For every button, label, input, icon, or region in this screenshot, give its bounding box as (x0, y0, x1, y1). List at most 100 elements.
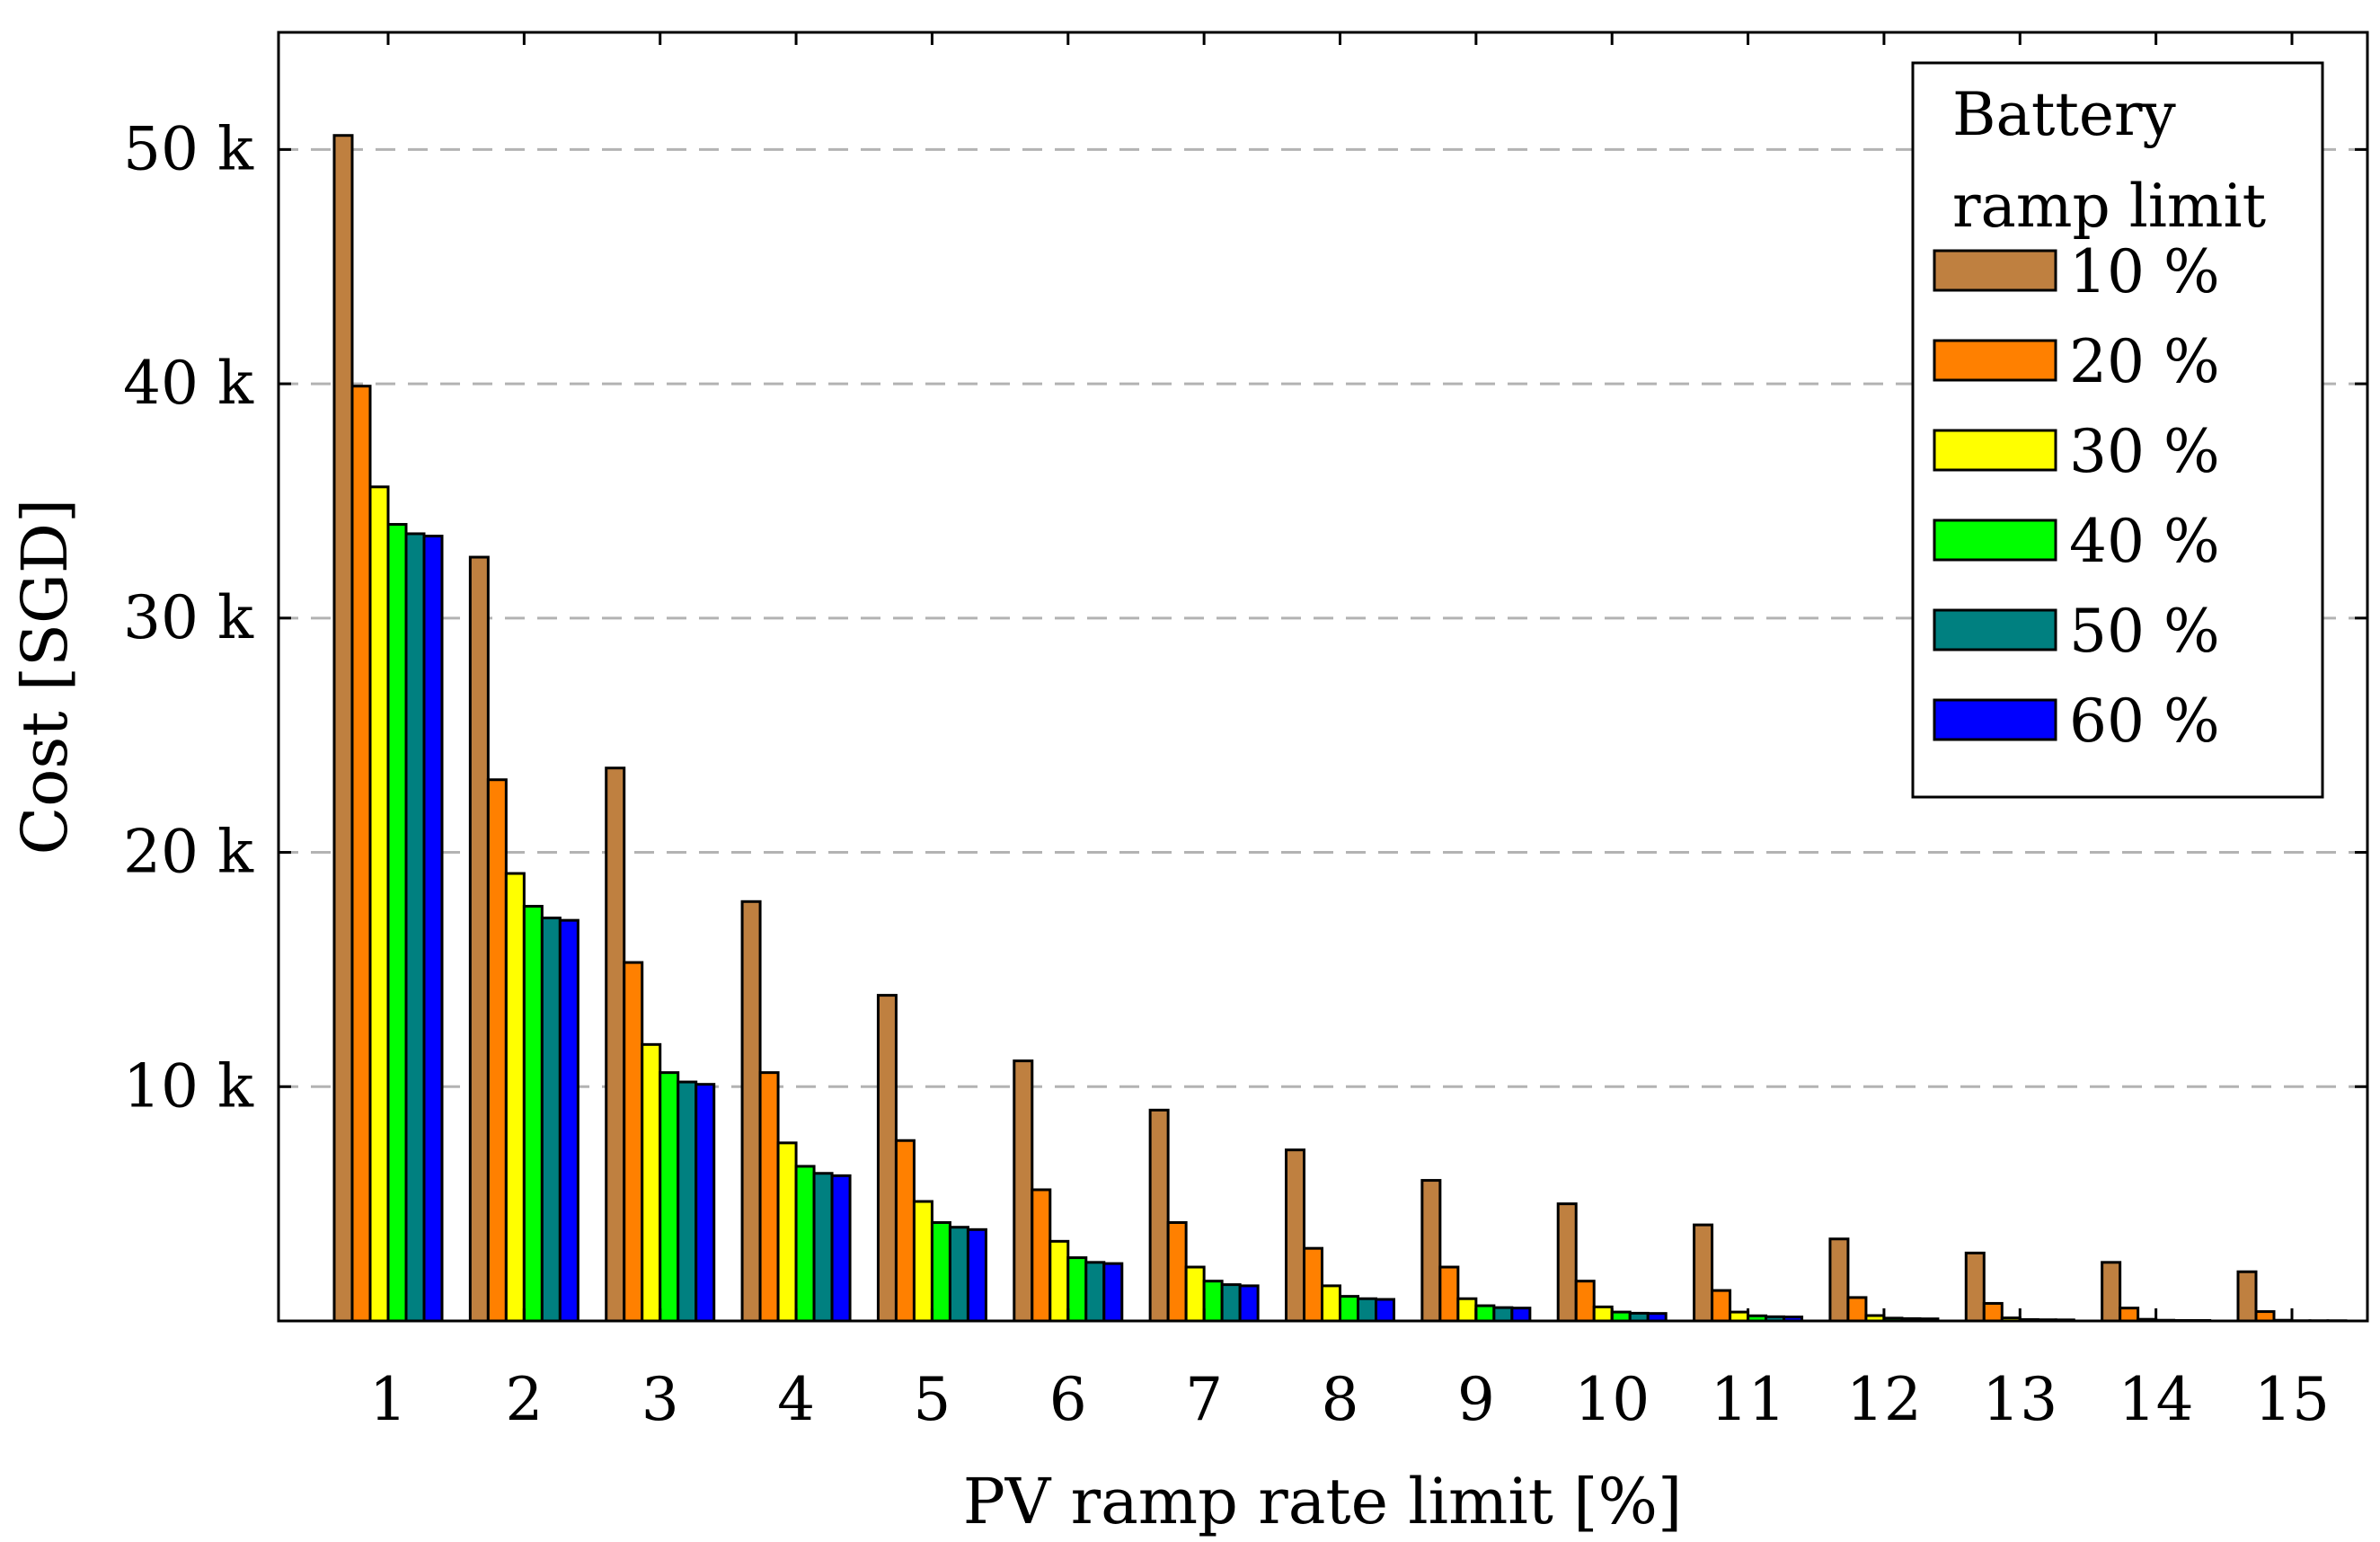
grid-lines (279, 147, 2367, 1088)
bar-9-30pct (1456, 1297, 1478, 1323)
bar-2-10pct (468, 555, 490, 1323)
bar-9-20pct (1438, 1265, 1460, 1323)
bar-5-30pct (912, 1200, 933, 1323)
y-tick-label: 10 k (123, 1051, 254, 1121)
bar-5-40pct (930, 1220, 951, 1323)
bar-13-20pct (1982, 1301, 2004, 1323)
bar-8-20pct (1303, 1246, 1323, 1323)
bar-15-10pct (2236, 1270, 2258, 1323)
bar-9-50pct (1492, 1306, 1514, 1323)
x-tick-label: 10 (1574, 1365, 1650, 1434)
legend-title-line-1: Battery (1952, 80, 2177, 149)
bar-3-60pct (695, 1083, 716, 1323)
bar-6-60pct (1102, 1262, 1124, 1323)
legend-label: 20 % (2069, 327, 2220, 396)
bar-4-30pct (776, 1141, 798, 1323)
bar-9-60pct (1510, 1307, 1532, 1323)
bar-8-50pct (1357, 1297, 1377, 1323)
bar-2-30pct (504, 872, 526, 1323)
bar-6-40pct (1066, 1256, 1088, 1323)
legend-swatch-20pct (1933, 339, 2057, 382)
legend-label: 10 % (2069, 237, 2220, 306)
x-tick-label: 12 (1846, 1365, 1922, 1434)
x-tick-label: 9 (1457, 1365, 1495, 1434)
legend-label: 30 % (2069, 417, 2220, 486)
y-axis-label: Cost [SGD] (8, 499, 82, 855)
bar-13-10pct (1964, 1251, 1986, 1323)
legend-swatch-10pct (1933, 249, 2057, 292)
x-tick-label: 14 (2119, 1365, 2194, 1434)
bar-4-50pct (812, 1172, 834, 1323)
legend-title-line-2: ramp limit (1952, 172, 2266, 241)
bar-2-40pct (522, 905, 544, 1323)
bar-11-10pct (1693, 1223, 1714, 1323)
bar-2-50pct (540, 917, 562, 1323)
x-tick-label: 6 (1049, 1365, 1087, 1434)
bar-4-20pct (758, 1071, 780, 1323)
bar-10-20pct (1574, 1280, 1596, 1323)
bar-8-60pct (1375, 1298, 1395, 1323)
bar-4-60pct (830, 1174, 852, 1323)
bar-3-30pct (641, 1042, 662, 1323)
bar-5-10pct (876, 994, 898, 1323)
bar-2-60pct (558, 918, 580, 1323)
y-tick-label: 50 k (123, 114, 254, 183)
legend-swatch-40pct (1933, 518, 2057, 562)
bar-5-20pct (894, 1139, 916, 1323)
bar-12-10pct (1828, 1237, 1850, 1323)
legend-label: 40 % (2069, 507, 2220, 576)
bar-1-60pct (422, 535, 444, 1323)
bar-8-30pct (1321, 1284, 1341, 1323)
legend-items: 10 % 20 % 30 % 40 % 50 % 60 % (1933, 237, 2220, 756)
bar-6-20pct (1031, 1188, 1052, 1323)
x-tick-label: 11 (1711, 1365, 1786, 1434)
bar-8-40pct (1339, 1295, 1359, 1323)
bar-14-10pct (2101, 1261, 2122, 1323)
bar-7-60pct (1238, 1284, 1260, 1323)
bar-1-50pct (404, 532, 426, 1323)
bar-4-40pct (794, 1165, 816, 1323)
bar-1-30pct (368, 485, 390, 1323)
legend-swatch-30pct (1933, 429, 2057, 472)
bar-3-40pct (659, 1071, 680, 1323)
bar-7-20pct (1166, 1220, 1188, 1323)
bar-9-10pct (1420, 1179, 1442, 1323)
bar-10-10pct (1556, 1202, 1578, 1323)
bar-3-50pct (677, 1080, 698, 1323)
bar-5-60pct (966, 1227, 987, 1323)
bar-11-20pct (1711, 1289, 1732, 1323)
bar-4-10pct (740, 900, 762, 1323)
x-tick-label: 15 (2254, 1365, 2330, 1434)
x-tick-label: 5 (913, 1365, 951, 1434)
legend-label: 60 % (2069, 687, 2220, 756)
bar-1-20pct (350, 385, 372, 1323)
bar-10-30pct (1592, 1305, 1614, 1323)
y-tick-label: 20 k (123, 818, 254, 887)
bar-6-30pct (1048, 1239, 1070, 1323)
legend-label: 50 % (2069, 597, 2220, 666)
plot-frame (277, 31, 2369, 1323)
x-tick-label: 13 (1982, 1365, 2057, 1434)
bar-3-10pct (605, 767, 626, 1323)
bar-6-50pct (1084, 1261, 1106, 1323)
x-tick-label: 7 (1185, 1365, 1223, 1434)
bar-1-10pct (332, 134, 354, 1323)
bar-6-10pct (1013, 1059, 1034, 1323)
axis-ticks: 10 k20 k30 k40 k50 k1 2 3 4 5 6 7 8 9 10 11 12 13 14 1… (123, 32, 2367, 1434)
bar-9-40pct (1474, 1304, 1496, 1323)
x-tick-label: 2 (505, 1365, 543, 1434)
bar-15-20pct (2254, 1310, 2276, 1323)
legend-swatch-60pct (1933, 698, 2057, 741)
x-tick-label: 4 (777, 1365, 815, 1434)
x-tick-label: 3 (641, 1365, 679, 1434)
bar-1-40pct (386, 523, 408, 1323)
bar-2-20pct (486, 778, 508, 1323)
legend-swatch-50pct (1933, 608, 2057, 651)
y-tick-label: 40 k (123, 349, 254, 418)
legend: Battery ramp limit 10 % 20 % 30 % 40 % 50 % 6… (1911, 61, 2324, 799)
bar-3-20pct (623, 961, 644, 1323)
y-tick-label: 30 k (123, 583, 254, 652)
x-tick-label: 1 (369, 1365, 407, 1434)
bar-14-20pct (2119, 1307, 2140, 1323)
